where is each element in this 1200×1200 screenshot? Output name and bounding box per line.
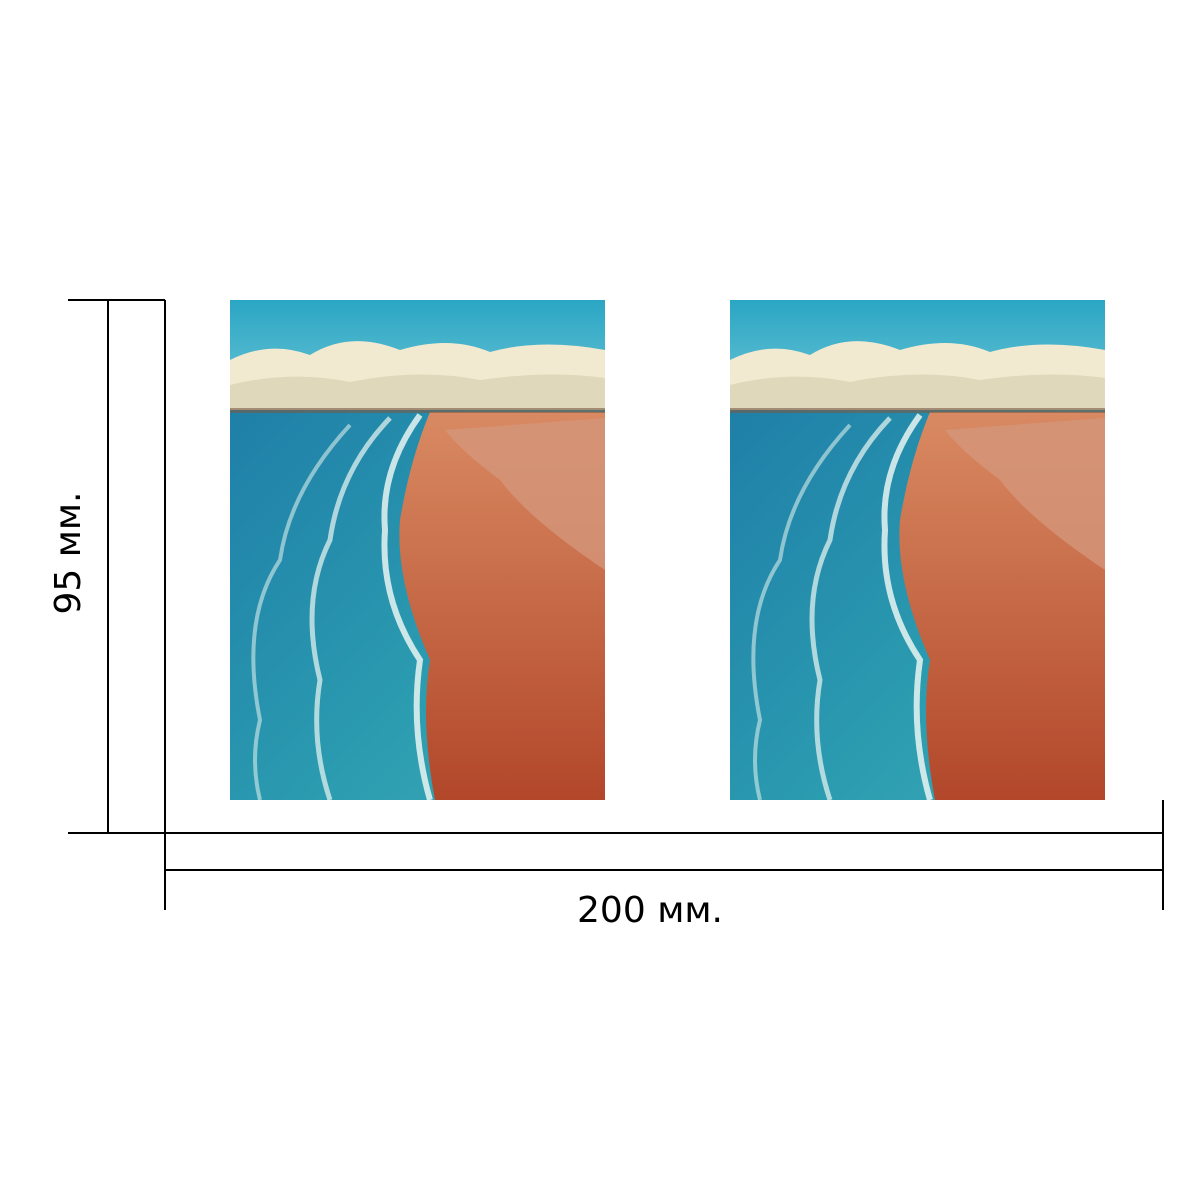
height-label: 95 мм. [48,491,89,614]
photo-right [730,300,1105,800]
photo-left [230,300,605,800]
width-label: 200 мм. [577,890,723,931]
